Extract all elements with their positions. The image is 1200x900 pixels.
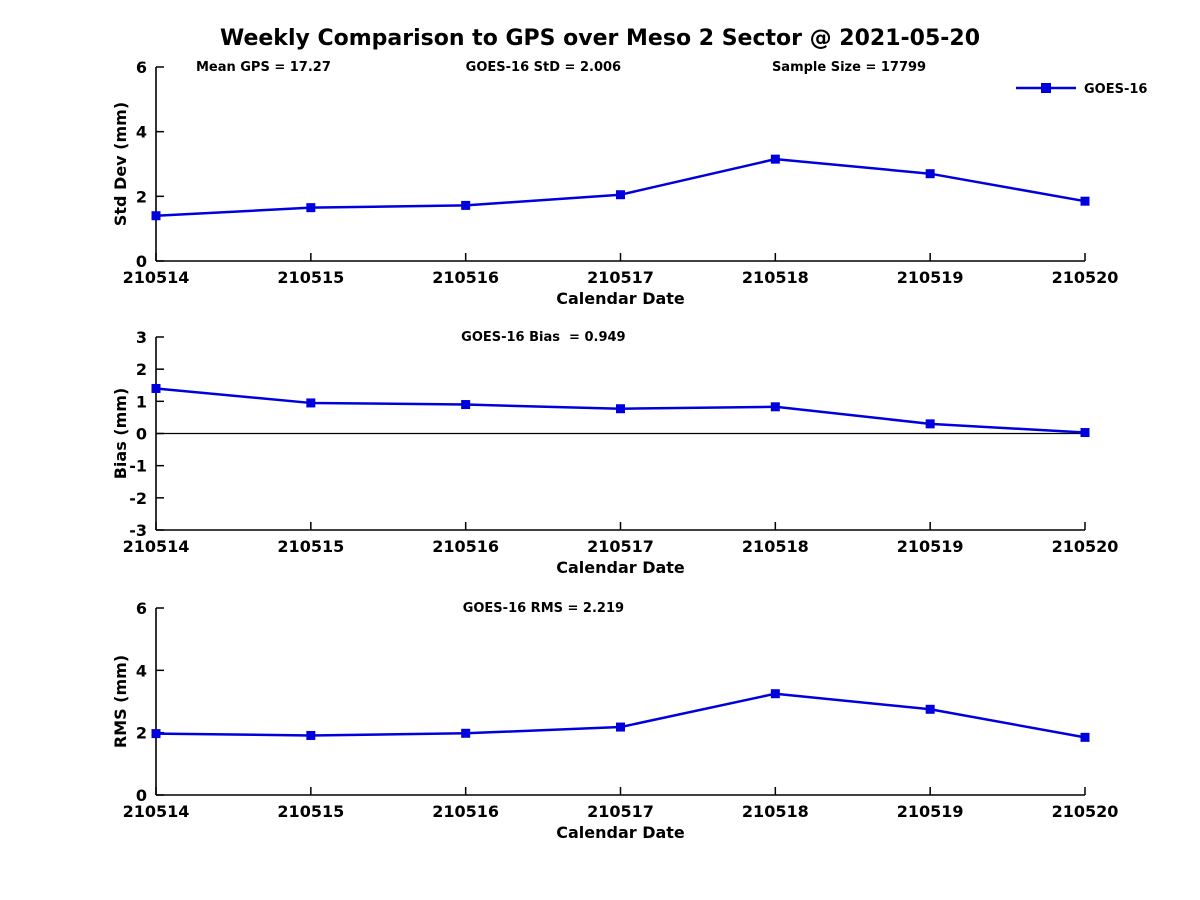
data-point-marker: [151, 383, 161, 393]
x-tick-label: 210515: [277, 802, 344, 821]
x-tick-label: 210517: [587, 268, 654, 287]
x-tick-label: 210516: [432, 802, 499, 821]
data-point-marker: [770, 154, 780, 164]
data-point-marker: [306, 730, 316, 740]
y-axis-label: Std Dev (mm): [111, 102, 130, 226]
x-tick-label: 210520: [1052, 537, 1119, 556]
y-tick-label: 2: [136, 724, 147, 743]
y-axis-label: Bias (mm): [111, 388, 130, 480]
data-point-marker: [616, 190, 625, 200]
data-point-marker: [306, 398, 316, 408]
data-point-marker: [616, 722, 625, 732]
data-point-marker: [151, 211, 161, 221]
x-tick-label: 210519: [897, 537, 964, 556]
y-tick-label: 2: [136, 187, 147, 206]
data-point-marker: [925, 704, 935, 714]
y-tick-label: -1: [129, 457, 147, 476]
x-tick-label: 210519: [897, 268, 964, 287]
data-point-marker: [925, 169, 935, 179]
x-tick-label: 210515: [277, 537, 344, 556]
y-tick-label: 6: [136, 58, 147, 77]
annotation-text: Mean GPS = 17.27: [196, 60, 331, 75]
x-tick-label: 210518: [742, 537, 809, 556]
annotation-text: GOES-16 StD = 2.006: [466, 60, 621, 75]
x-tick-label: 210517: [587, 537, 654, 556]
data-point-marker: [461, 400, 471, 410]
x-tick-label: 210519: [897, 802, 964, 821]
annotation-text: GOES-16 Bias = 0.949: [461, 330, 625, 345]
x-tick-label: 210517: [587, 802, 654, 821]
y-tick-label: 1: [136, 392, 147, 411]
legend: GOES-16: [1016, 82, 1147, 97]
y-tick-label: 0: [136, 786, 147, 805]
x-axis-label: Calendar Date: [556, 558, 685, 577]
data-point-marker: [461, 200, 471, 210]
y-tick-label: 3: [136, 328, 147, 347]
data-point-marker: [1080, 428, 1090, 438]
data-point-marker: [925, 419, 935, 429]
y-axis-label: RMS (mm): [111, 655, 130, 748]
x-axis-label: Calendar Date: [556, 823, 685, 842]
x-tick-label: 210520: [1052, 268, 1119, 287]
legend-label: GOES-16: [1084, 82, 1147, 97]
chart-title: Weekly Comparison to GPS over Meso 2 Sec…: [219, 26, 981, 51]
x-tick-label: 210516: [432, 537, 499, 556]
x-tick-label: 210514: [123, 537, 190, 556]
y-tick-label: 0: [136, 425, 147, 444]
y-tick-label: 4: [136, 123, 147, 142]
annotation-text: GOES-16 RMS = 2.219: [463, 601, 624, 616]
x-tick-label: 210514: [123, 268, 190, 287]
y-tick-label: 6: [136, 599, 147, 618]
series-line: [155, 157, 1086, 217]
data-point-marker: [461, 728, 471, 738]
x-axis-label: Calendar Date: [556, 289, 685, 308]
y-tick-label: -3: [129, 521, 147, 540]
data-point-marker: [1080, 732, 1090, 742]
subplot-std-dev: 0 2 4 6 210514 210515 210516 210517 210518 210519…: [111, 58, 1147, 308]
legend-marker: [1041, 83, 1051, 93]
data-point-marker: [770, 402, 780, 412]
subplot-rms: 0 2 4 6 210514 210515 210516 210517 210518 210519…: [111, 599, 1118, 842]
data-point-marker: [1080, 196, 1090, 206]
y-tick-label: 2: [136, 360, 147, 379]
annotation-text: Sample Size = 17799: [772, 60, 926, 75]
x-tick-label: 210518: [742, 802, 809, 821]
data-point-marker: [306, 203, 316, 213]
x-tick-label: 210520: [1052, 802, 1119, 821]
x-tick-label: 210515: [277, 268, 344, 287]
x-tick-label: 210514: [123, 802, 190, 821]
data-point-marker: [151, 729, 161, 739]
data-point-marker: [616, 404, 625, 414]
y-tick-label: 4: [136, 661, 147, 680]
y-tick-label: 0: [136, 252, 147, 271]
y-tick-label: -2: [129, 489, 147, 508]
x-tick-label: 210516: [432, 268, 499, 287]
data-point-marker: [770, 689, 780, 699]
x-tick-label: 210518: [742, 268, 809, 287]
subplot-bias: -3 -2 -1 0 1 2 3 210514 210515 210516 210517 210518…: [111, 328, 1118, 577]
